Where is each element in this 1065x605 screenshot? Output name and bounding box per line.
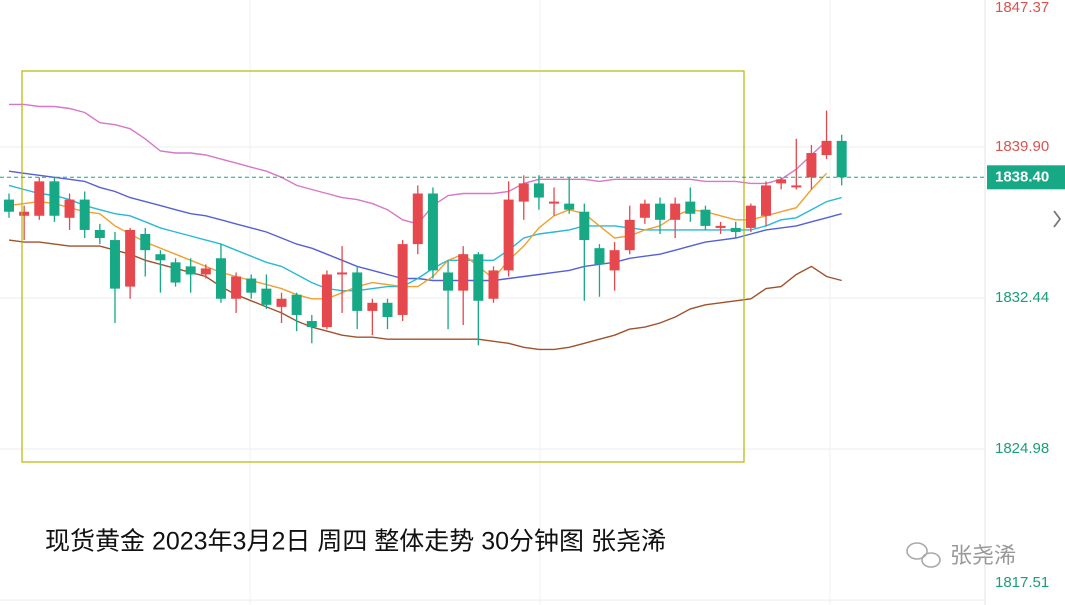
candle-body (624, 219, 635, 251)
candle-body (609, 250, 620, 271)
indicator-line (8, 170, 842, 282)
candle-body (776, 179, 787, 184)
candle-body (185, 266, 196, 275)
candle-body (564, 203, 575, 210)
candle-body (170, 262, 181, 283)
y-tick-label: 1817.51 (995, 574, 1049, 591)
candle-body (761, 185, 771, 216)
candle-body (49, 181, 60, 216)
candle-body (306, 321, 317, 328)
candle-body (109, 240, 120, 289)
candle-body (291, 294, 302, 315)
candle-body (594, 248, 605, 265)
candle-body (715, 225, 726, 228)
candle-body (215, 258, 226, 299)
indicator-line (8, 184, 842, 292)
candle-body (685, 201, 696, 214)
expand-button[interactable] (1053, 210, 1062, 228)
caption: 现货黄金 2023年3月2日 周四 整体走势 30分钟图 张尧浠 (45, 528, 666, 556)
candle-body (549, 201, 560, 204)
candle-body (19, 211, 30, 216)
candle-body (730, 227, 741, 232)
watermark: 张尧浠 (950, 543, 1016, 568)
candle-body (321, 274, 332, 328)
y-tick-label: 1839.90 (995, 138, 1049, 155)
current-price-box (987, 165, 1065, 190)
candle-body (34, 181, 45, 216)
candle-body (473, 254, 484, 301)
candle-body (261, 288, 272, 305)
candle-body (64, 199, 75, 218)
candle-body (200, 268, 211, 275)
y-tick-label: 1832.44 (995, 289, 1049, 306)
candle-body (397, 244, 408, 315)
candles (4, 110, 847, 346)
indicator-line (8, 239, 842, 351)
highlight-box (21, 70, 745, 463)
watermark-icon (906, 542, 941, 568)
current-price-label: 1838.40 (995, 168, 1049, 185)
candle-body (382, 302, 393, 317)
candle-body (412, 193, 423, 245)
candle-body (836, 140, 847, 178)
candle-body (140, 233, 151, 251)
candle-body (806, 153, 817, 178)
candle-body (276, 298, 287, 307)
candle-body (443, 272, 454, 291)
candle-body (791, 185, 802, 188)
candle-body (639, 203, 650, 218)
candle-body (246, 278, 257, 293)
grid (0, 0, 985, 605)
y-tick-label: 1824.98 (995, 440, 1049, 457)
candle-body (367, 302, 378, 311)
candle-body (155, 254, 166, 261)
candle-body (670, 203, 681, 220)
candle-body (458, 254, 469, 291)
candle-body (745, 205, 756, 228)
candle-body (533, 183, 544, 198)
candle-body (94, 229, 105, 239)
candle-body (700, 209, 711, 226)
candle-body (488, 270, 499, 299)
candle-body (503, 199, 514, 271)
candle-body (352, 272, 363, 311)
candle-body (4, 199, 14, 212)
candle-body (518, 183, 529, 202)
candle-body (821, 140, 832, 156)
candle-body (337, 272, 348, 275)
candle-body (231, 276, 242, 299)
candle-body (427, 193, 438, 271)
y-tick-label: 1847.37 (995, 0, 1049, 16)
candle-body (79, 199, 90, 230)
candle-body (579, 211, 590, 241)
candle-body (655, 203, 666, 220)
price-axis: 1847.37 1839.90 1832.44 1824.98 1817.51 (995, 0, 1049, 591)
candle-body (125, 229, 136, 287)
